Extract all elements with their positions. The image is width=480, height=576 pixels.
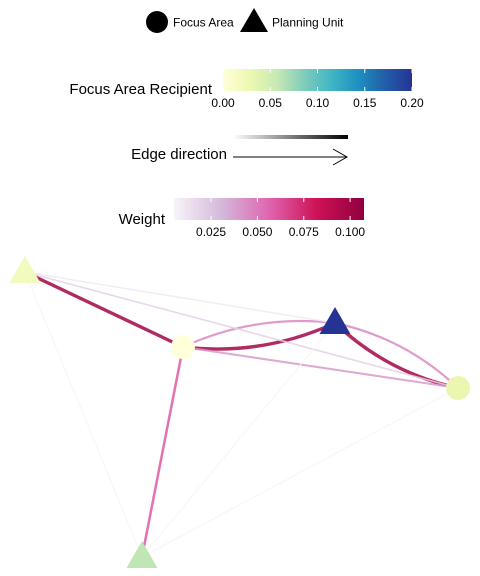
recipient-colorbar [223, 69, 412, 91]
recipient-legend-title: Focus Area Recipient [69, 81, 212, 98]
focus-area-legend-icon [146, 11, 168, 33]
edge-n1-n4 [24, 271, 459, 389]
focus-area-node [446, 376, 470, 400]
edge-direction-arrow-head-icon [332, 148, 349, 166]
edge-n3-n2 [181, 319, 337, 349]
edge-n4-n3 [333, 321, 460, 390]
edge-direction-legend: Edge direction [131, 135, 349, 166]
weight-legend-title: Weight [119, 211, 166, 228]
weight-tick-label: 0.100 [335, 225, 365, 239]
weight-legend: Weight 0.025 0.050 0.075 0.100 [119, 198, 365, 239]
planning-unit-node [9, 256, 41, 283]
planning-unit-node [126, 541, 158, 568]
recipient-tick-label: 0.15 [353, 96, 377, 110]
edge-n2-n4 [181, 345, 460, 390]
edge-n3-n5 [141, 322, 336, 558]
weight-colorbar [174, 198, 364, 220]
weight-tick-label: 0.025 [196, 225, 226, 239]
focus-area-node [171, 335, 195, 359]
edge-n1-n3 [24, 271, 336, 324]
edge-n1-n2 [23, 270, 185, 349]
planning-unit-node [319, 307, 351, 334]
recipient-tick-label: 0.10 [306, 96, 330, 110]
edge-n2-n5 [140, 345, 185, 559]
focus-area-legend-label: Focus Area [173, 16, 234, 30]
weight-tick-label: 0.075 [289, 225, 319, 239]
shape-legend: Focus Area Planning Unit [146, 8, 344, 33]
edge-direction-title: Edge direction [131, 146, 227, 163]
planning-unit-legend-icon [240, 8, 268, 32]
edge-n4-n5 [141, 387, 459, 558]
recipient-tick-label: 0.05 [259, 96, 283, 110]
edge-direction-gradient [233, 135, 348, 139]
edge-n2-n3 [181, 321, 337, 351]
recipient-tick-label: 0.00 [211, 96, 235, 110]
weight-tick-label: 0.050 [242, 225, 272, 239]
recipient-legend: Focus Area Recipient 0.00 0.05 0.10 0.15 0.2… [69, 69, 424, 110]
network-edges [23, 270, 460, 559]
recipient-tick-label: 0.20 [400, 96, 424, 110]
planning-unit-legend-label: Planning Unit [272, 16, 344, 30]
network-nodes [9, 256, 470, 568]
edge-n1-n5 [24, 271, 143, 558]
